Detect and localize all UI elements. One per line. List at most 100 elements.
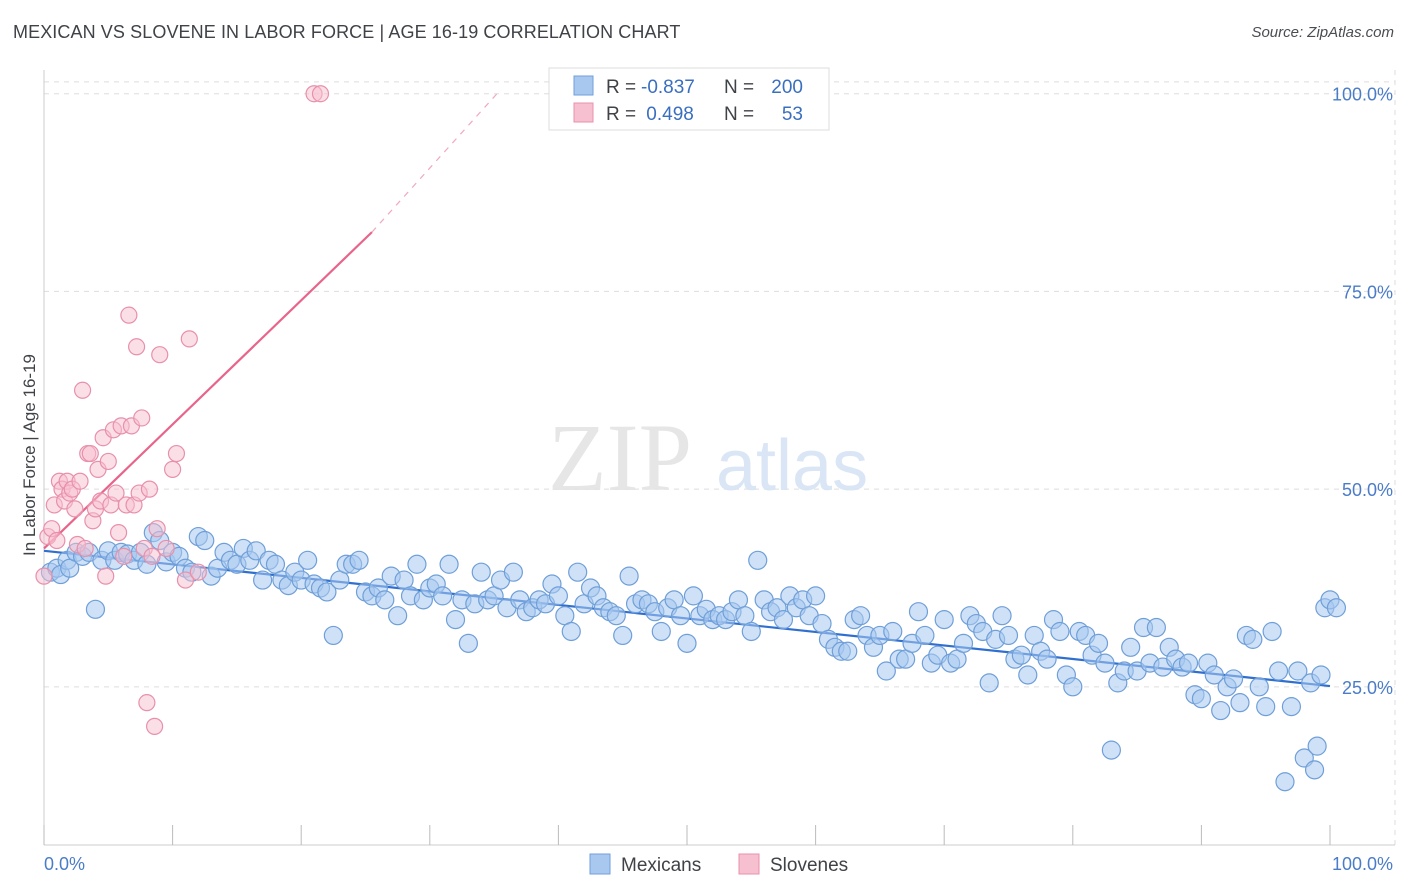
legend-n-label-slovenes: N = <box>724 104 754 125</box>
point-mexicans <box>1121 637 1141 657</box>
point-slovenes <box>138 694 156 712</box>
point-mexicans <box>1281 697 1302 717</box>
point-slovenes <box>97 567 115 585</box>
chart-title: MEXICAN VS SLOVENE IN LABOR FORCE | AGE … <box>13 22 681 42</box>
point-mexicans <box>1191 689 1212 709</box>
point-mexicans <box>1018 665 1038 685</box>
point-mexicans <box>195 530 215 551</box>
point-mexicans <box>439 554 459 574</box>
series-slovenes <box>35 85 330 735</box>
point-mexicans <box>992 606 1012 626</box>
point-mexicans <box>1011 645 1031 665</box>
legend-r-label-mexicans: R = <box>606 77 636 98</box>
point-mexicans <box>1268 661 1289 681</box>
legend-n-value-slovenes: 53 <box>782 104 803 125</box>
point-mexicans <box>773 610 794 630</box>
point-mexicans <box>85 599 106 619</box>
point-mexicans <box>1307 736 1327 756</box>
point-mexicans <box>838 641 858 661</box>
point-mexicans <box>1288 661 1308 681</box>
point-mexicans <box>606 606 626 626</box>
point-mexicans <box>1146 617 1166 638</box>
y-tick-label: 100.0% <box>1332 85 1393 105</box>
point-mexicans <box>741 621 761 642</box>
point-mexicans <box>1304 760 1325 780</box>
point-mexicans <box>1037 649 1057 669</box>
point-slovenes <box>180 330 198 348</box>
legend-box <box>548 67 830 131</box>
bottom-legend-swatch-slovenes <box>738 853 760 875</box>
point-mexicans <box>677 633 697 653</box>
point-mexicans <box>253 570 273 590</box>
point-mexicans <box>1101 740 1121 760</box>
point-mexicans <box>908 602 929 622</box>
point-mexicans <box>445 610 466 630</box>
bottom-legend-label-mexicans: Mexicans <box>621 855 701 876</box>
point-mexicans <box>613 625 633 646</box>
point-mexicans <box>317 582 337 602</box>
point-slovenes <box>157 539 175 558</box>
point-slovenes <box>127 338 146 356</box>
point-mexicans <box>407 554 427 574</box>
y-tick-label: 50.0% <box>1342 480 1393 500</box>
point-mexicans <box>851 606 871 626</box>
point-mexicans <box>1326 598 1347 618</box>
watermark-zip: ZIP <box>548 404 692 511</box>
x-tick-label: 100.0% <box>1332 854 1393 874</box>
point-slovenes <box>35 567 53 585</box>
legend-r-value-mexicans: -0.837 <box>641 77 695 98</box>
point-slovenes <box>71 472 89 490</box>
legend-n-label-mexicans: N = <box>724 77 754 98</box>
point-mexicans <box>1243 629 1263 649</box>
point-mexicans <box>1223 669 1244 689</box>
point-slovenes <box>48 531 66 550</box>
point-mexicans <box>683 586 704 606</box>
point-slovenes <box>176 571 195 589</box>
point-slovenes <box>66 500 84 518</box>
series-mexicans <box>40 523 1347 792</box>
point-slovenes <box>76 539 94 558</box>
point-slovenes <box>115 547 133 565</box>
point-mexicans <box>1311 665 1331 685</box>
point-mexicans <box>1178 653 1199 673</box>
point-slovenes <box>148 520 166 538</box>
point-mexicans <box>670 606 691 626</box>
legend-swatch-mexicans <box>573 75 594 96</box>
x-tick-label: 0.0% <box>44 854 85 874</box>
legend-swatch-slovenes <box>573 102 594 123</box>
point-slovenes <box>145 717 164 735</box>
point-mexicans <box>915 625 935 646</box>
point-mexicans <box>1088 633 1109 653</box>
point-mexicans <box>1275 772 1295 792</box>
y-axis-label: In Labor Force | Age 16-19 <box>20 354 39 556</box>
bottom-legend: Mexicans Slovenes <box>589 853 848 876</box>
bottom-legend-label-slovenes: Slovenes <box>770 855 848 876</box>
point-slovenes <box>151 346 169 364</box>
y-tick-label: 75.0% <box>1342 282 1393 302</box>
point-mexicans <box>619 566 639 586</box>
axes <box>43 70 1395 846</box>
point-mexicans <box>979 673 999 693</box>
point-mexicans <box>805 586 826 606</box>
point-slovenes <box>107 484 125 502</box>
point-mexicans <box>876 661 896 681</box>
point-mexicans <box>548 586 569 606</box>
point-mexicans <box>298 550 318 570</box>
point-slovenes <box>167 444 186 463</box>
point-slovenes <box>140 480 159 498</box>
point-mexicans <box>1211 700 1231 721</box>
point-slovenes <box>133 409 151 427</box>
watermark: ZIP atlas <box>548 404 868 511</box>
y-tick-label: 25.0% <box>1342 678 1393 698</box>
point-mexicans <box>375 590 395 610</box>
point-slovenes <box>164 460 182 478</box>
point-mexicans <box>998 625 1019 646</box>
point-mexicans <box>651 621 671 642</box>
point-mexicans <box>934 610 954 630</box>
point-mexicans <box>246 541 266 561</box>
point-mexicans <box>568 562 588 582</box>
point-slovenes <box>143 547 161 565</box>
point-mexicans <box>471 562 491 582</box>
point-mexicans <box>883 621 903 642</box>
trend-line-slovenes-extension <box>371 89 501 233</box>
